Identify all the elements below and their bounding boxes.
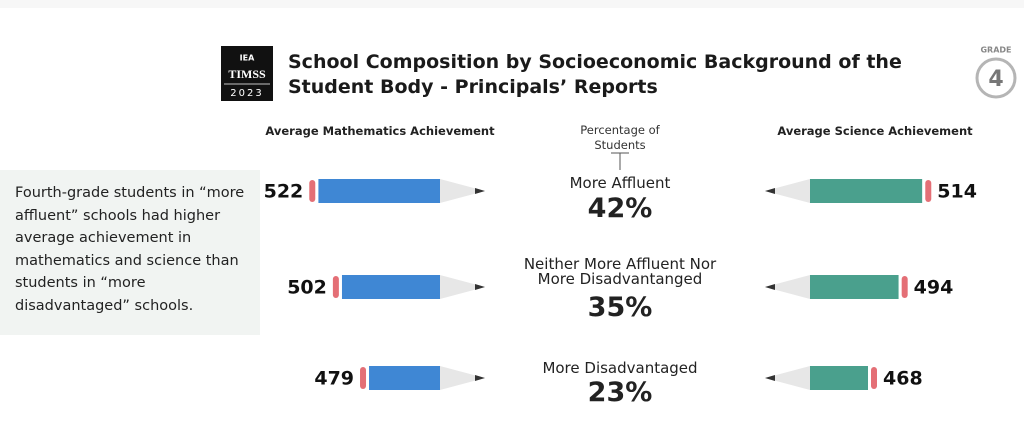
pencil-lead xyxy=(475,375,485,381)
value-label: 502 xyxy=(287,277,327,299)
pencil-cone xyxy=(440,179,485,203)
percent-label: 23% xyxy=(587,377,653,408)
pencil-ferrule xyxy=(898,275,902,299)
legend-science: Average Science Achievement xyxy=(777,124,973,138)
pencil-cone xyxy=(765,366,810,390)
logo-name: TIMSS xyxy=(228,67,266,81)
percent-header: Percentage of Students xyxy=(580,123,660,152)
pencil-eraser xyxy=(332,276,339,298)
pencil-body xyxy=(318,179,440,203)
pencil-ferrule xyxy=(366,366,370,390)
grade-circle xyxy=(975,57,1017,99)
pencil-body xyxy=(810,179,923,203)
value-label: 468 xyxy=(883,368,923,390)
title: School Composition by Socioeconomic Back… xyxy=(288,51,902,98)
top-strip xyxy=(0,0,1024,8)
pencil-eraser xyxy=(360,367,367,389)
pencil-body xyxy=(810,366,868,390)
pencil-lead xyxy=(765,188,775,194)
value-label: 494 xyxy=(914,277,954,299)
percent-label: 35% xyxy=(587,292,653,323)
category-label: Neither More Affluent Nor More Disadvant… xyxy=(523,255,717,288)
pencil-body xyxy=(810,275,899,299)
pencil-eraser xyxy=(871,367,877,389)
pencil-body xyxy=(341,275,440,299)
category-label: More Disadvantaged xyxy=(542,359,698,377)
grade-value: 4 xyxy=(988,67,1003,92)
pencil-eraser xyxy=(901,276,908,298)
pencil-ferrule xyxy=(868,366,871,390)
logo-box xyxy=(221,46,273,101)
pencil-cone xyxy=(440,275,485,299)
legend-math: Average Mathematics Achievement xyxy=(265,124,495,138)
pencil-lead xyxy=(765,375,775,381)
note: Fourth-grade students in “more affluent”… xyxy=(0,170,260,335)
pencil-body xyxy=(369,366,440,390)
pencil-ferrule xyxy=(315,179,319,203)
pencil-lead xyxy=(765,284,775,290)
percent-label: 42% xyxy=(587,193,653,224)
pencil-cone xyxy=(440,366,485,390)
pencil-lead xyxy=(475,188,485,194)
pencil-cone xyxy=(765,275,810,299)
logo-year: 2023 xyxy=(230,88,263,99)
pencil-ferrule xyxy=(922,179,926,203)
logo-org: IEA xyxy=(240,54,255,63)
value-label: 479 xyxy=(314,368,354,390)
grade-label: GRADE xyxy=(980,46,1011,55)
value-label: 522 xyxy=(264,181,304,203)
pencil-lead xyxy=(475,284,485,290)
category-label: More Affluent xyxy=(569,174,671,192)
pencil-eraser xyxy=(925,180,932,202)
pencil-ferrule xyxy=(338,275,342,299)
pencil-eraser xyxy=(309,180,316,202)
pencil-cone xyxy=(765,179,810,203)
value-label: 514 xyxy=(937,181,977,203)
